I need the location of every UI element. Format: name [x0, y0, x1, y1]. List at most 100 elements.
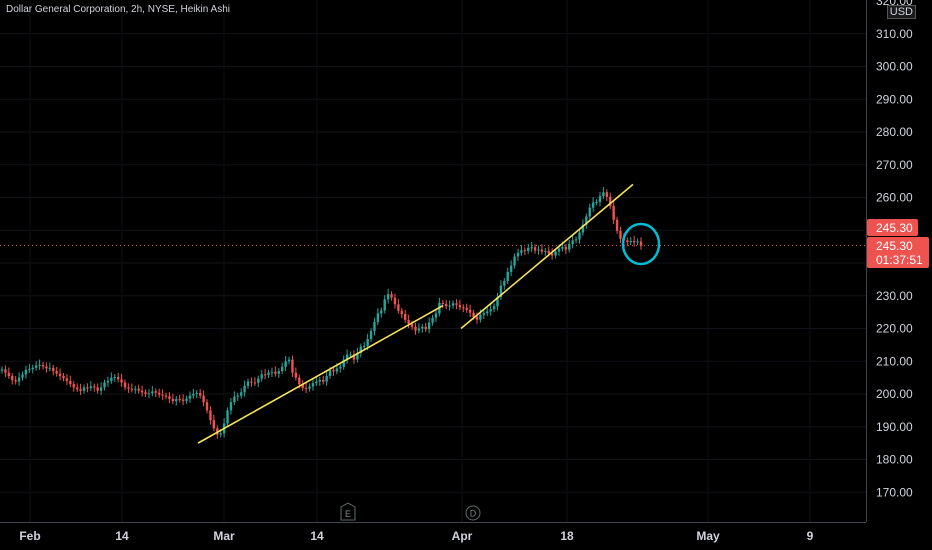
price-tick-label: 170.00 [876, 485, 913, 499]
candle [417, 323, 421, 334]
candle [516, 248, 520, 261]
candle [486, 307, 489, 317]
candle [17, 372, 21, 386]
candle [540, 244, 544, 255]
candle [359, 343, 362, 358]
candle [393, 293, 397, 309]
event-marker-label: D [470, 509, 477, 519]
candle [595, 199, 598, 206]
event-marker-d[interactable]: D [465, 505, 481, 521]
candle [140, 385, 144, 397]
date-tick-label: May [696, 529, 720, 543]
candle [291, 355, 294, 377]
currency-badge[interactable]: USD [886, 5, 916, 19]
candle [578, 228, 581, 244]
price-tick-label: 200.00 [876, 387, 913, 401]
price-tick-label: 190.00 [876, 420, 913, 434]
price-tick-label: 320.00 [876, 0, 913, 8]
candle [202, 390, 205, 407]
earnings-icon[interactable] [340, 502, 356, 521]
candle [192, 388, 195, 399]
trendlines[interactable] [197, 183, 634, 444]
event-marker-e[interactable]: E [340, 502, 356, 521]
candle [571, 235, 574, 249]
candle [243, 380, 246, 397]
candle [137, 384, 140, 394]
candle [462, 304, 465, 313]
candle [229, 398, 233, 415]
candle [513, 253, 516, 269]
candle [65, 374, 69, 386]
dividend-icon[interactable] [465, 505, 481, 521]
candle [352, 350, 356, 364]
candle [34, 361, 38, 371]
candle [427, 317, 431, 334]
candle [421, 323, 424, 333]
candle [58, 368, 62, 381]
candle [233, 391, 236, 406]
candle [523, 247, 527, 256]
candle [342, 355, 345, 370]
candle [181, 394, 185, 406]
candle [134, 385, 137, 394]
current-price-label: 245.30 01:37:51 [867, 237, 929, 268]
candle [492, 303, 496, 313]
candle [106, 376, 110, 387]
candle [574, 236, 578, 244]
candle [99, 382, 103, 395]
candle [205, 399, 209, 414]
candle [28, 363, 31, 373]
candle [212, 414, 216, 432]
date-tick-label: 14 [310, 529, 324, 543]
date-tick-label: Mar [213, 529, 235, 543]
candle [14, 376, 17, 385]
candle [120, 374, 123, 387]
candle [639, 237, 643, 250]
candle [277, 368, 280, 378]
candle [281, 362, 284, 375]
candle [82, 384, 86, 394]
candle [533, 244, 537, 254]
candle [93, 383, 96, 392]
candle [62, 373, 65, 382]
candle [397, 299, 400, 314]
candle [24, 365, 28, 379]
candle [629, 236, 632, 245]
price-tick-label: 290.00 [876, 92, 913, 106]
candle [239, 388, 243, 399]
candle [404, 309, 407, 323]
candle [154, 388, 157, 397]
candle [89, 381, 93, 392]
candle [636, 238, 639, 246]
date-tick-label: 18 [560, 529, 574, 543]
candle [41, 361, 45, 370]
candle [147, 389, 151, 399]
candle [151, 386, 154, 397]
candle [263, 369, 267, 380]
trendline[interactable] [460, 183, 634, 330]
trendline[interactable] [197, 304, 444, 444]
candle [86, 383, 89, 393]
candle [257, 375, 260, 388]
candle [284, 356, 287, 372]
price-tick-label: 310.00 [876, 27, 913, 41]
candle [356, 347, 359, 363]
candle [308, 383, 311, 392]
time-axis[interactable]: Feb 14 Mar 14 Apr 18 May 9 [19, 529, 813, 543]
date-tick-label: 9 [807, 529, 814, 543]
candle [322, 375, 325, 385]
candle [564, 244, 568, 254]
candle [451, 300, 455, 309]
candle [434, 309, 438, 322]
annotation-circle[interactable] [621, 222, 661, 266]
candle [164, 392, 168, 400]
candle [130, 383, 134, 393]
candle [376, 308, 380, 325]
candle [226, 407, 229, 427]
candles [0, 187, 643, 439]
candle [157, 388, 161, 398]
candle [499, 280, 503, 301]
candle [301, 380, 304, 392]
